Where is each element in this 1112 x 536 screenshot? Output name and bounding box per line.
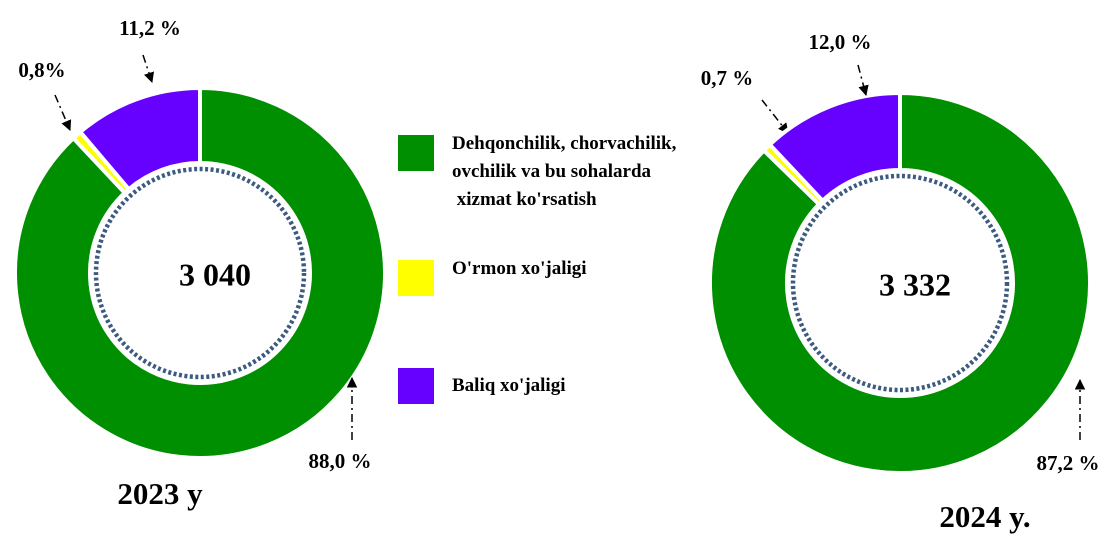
legend-label: O'rmon xo'jaligi [452,258,587,279]
year-label: 2023 y [117,476,203,511]
donut-slice [767,90,902,204]
value-label: 11,2 % [119,16,181,40]
label-arrow [54,94,72,131]
value-label: 88,0 % [309,449,372,473]
dotted-ring [93,166,307,380]
center-total: 3 332 [879,266,951,302]
label-arrow [857,64,869,97]
legend-swatch [398,260,434,296]
donut-slice [77,85,202,192]
legend-swatch [398,368,434,404]
value-label: 87,2 % [1037,451,1100,475]
year-label: 2024 y. [939,499,1030,534]
legend-label: Dehqonchilik, chorvachilik, ovchilik va … [452,133,677,210]
legend-swatch [398,135,434,171]
center-total: 3 040 [179,256,251,292]
value-label: 0,7 % [701,66,754,90]
value-label: 0,8% [18,58,65,82]
donut-slice [708,90,1092,475]
dotted-ring [790,173,1010,393]
label-arrow [142,54,154,83]
label-arrow [761,99,789,134]
legend-label: Baliq xo'jaligi [452,375,566,396]
donut-slice [13,85,387,460]
value-label: 12,0 % [809,30,872,54]
